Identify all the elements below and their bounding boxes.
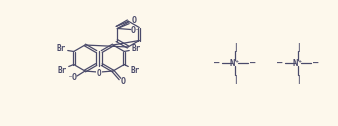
Text: —: — xyxy=(214,58,220,68)
Text: Br: Br xyxy=(56,44,65,53)
Text: —: — xyxy=(313,58,319,68)
Text: |: | xyxy=(233,74,237,84)
Text: Br: Br xyxy=(57,66,66,75)
Text: ⁻O: ⁻O xyxy=(68,72,78,82)
Text: Br: Br xyxy=(131,44,141,53)
Text: O: O xyxy=(131,16,136,25)
Text: O⁻: O⁻ xyxy=(131,26,141,35)
Text: —: — xyxy=(277,58,283,68)
Text: Br: Br xyxy=(130,66,140,75)
Text: |: | xyxy=(296,42,300,52)
Text: O: O xyxy=(97,69,101,78)
Text: —: — xyxy=(250,58,256,68)
Text: |: | xyxy=(296,74,300,84)
Text: |: | xyxy=(233,42,237,52)
Text: N⁺: N⁺ xyxy=(230,58,240,68)
Text: N⁺: N⁺ xyxy=(293,58,304,68)
Text: O: O xyxy=(121,77,125,87)
